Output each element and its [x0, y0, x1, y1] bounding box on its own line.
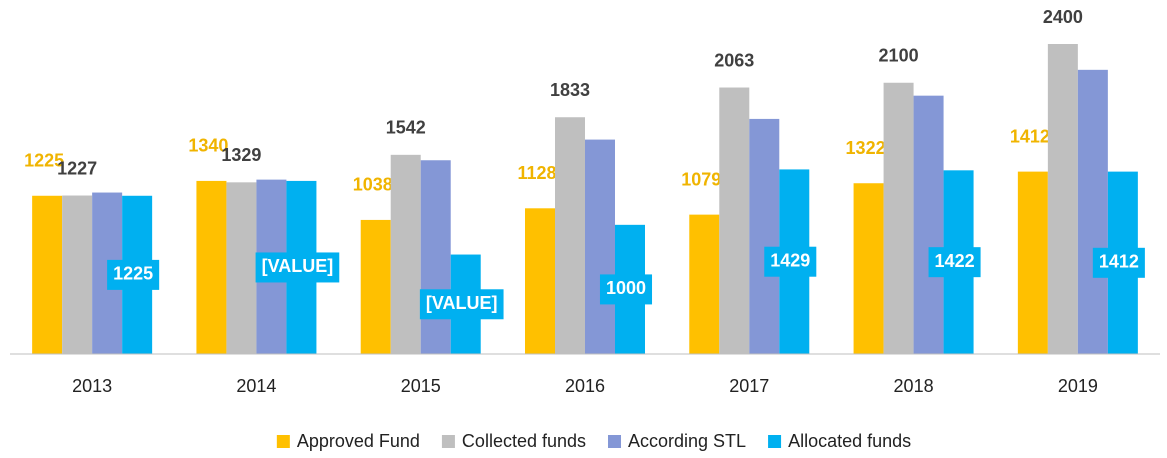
data-label: 1412: [1010, 126, 1050, 146]
legend-swatch: [441, 435, 455, 448]
data-label: [VALUE]: [426, 293, 498, 313]
legend-label: Allocated funds: [788, 431, 911, 451]
bar: [883, 82, 914, 354]
x-tick-label: 2019: [1058, 376, 1098, 396]
data-label: 1542: [386, 118, 426, 138]
bar: [1047, 44, 1078, 354]
data-label-box: [599, 274, 653, 305]
bar: [1017, 171, 1048, 354]
x-tick-label: 2013: [72, 376, 112, 396]
bar: [390, 154, 421, 354]
legend-swatch: [768, 435, 782, 448]
bar: [719, 87, 750, 354]
bar: [360, 219, 391, 354]
data-label: 1833: [550, 80, 590, 100]
data-label-box: [107, 259, 160, 290]
bar: [32, 195, 63, 354]
data-label: 1429: [770, 250, 810, 270]
data-label: 1038: [353, 175, 393, 195]
data-label: [VALUE]: [262, 256, 334, 276]
bar: [62, 195, 93, 354]
data-label-box: [928, 247, 981, 278]
data-label-box: [1092, 247, 1145, 278]
bar: [853, 183, 884, 354]
bar: [1077, 69, 1108, 354]
data-label: 1225: [113, 264, 153, 284]
bar: [585, 139, 615, 354]
legend-label: According STL: [628, 431, 746, 451]
x-tick-label: 2015: [401, 376, 441, 396]
bar: [689, 214, 720, 354]
data-label-box: [764, 246, 817, 277]
data-label: 2400: [1043, 7, 1083, 27]
bar: [913, 95, 944, 355]
bar: [525, 208, 555, 354]
data-label: 2100: [879, 46, 919, 66]
bar: [226, 182, 257, 354]
bar: [420, 160, 451, 354]
legend: Approved Fund Collected funds According ST…: [276, 431, 911, 451]
data-label: 1225: [24, 151, 64, 171]
data-label: 1079: [681, 169, 721, 189]
x-tick-label: 2018: [894, 376, 934, 396]
data-label: 1000: [606, 278, 646, 298]
legend-label: Approved Fund: [297, 431, 420, 451]
bar: [196, 180, 227, 354]
data-label: 1227: [57, 158, 97, 178]
legend-swatch: [608, 435, 622, 448]
data-label-box: [419, 289, 504, 320]
x-tick-label: 2017: [729, 376, 769, 396]
data-label: 1329: [221, 145, 261, 165]
legend-swatch: [276, 435, 290, 448]
data-label: 2063: [714, 50, 754, 70]
bar: [749, 118, 780, 355]
data-label: 1412: [1099, 252, 1139, 272]
data-label: 1322: [846, 138, 886, 158]
bar: [555, 117, 585, 354]
legend-label: Collected funds: [462, 431, 586, 451]
data-label-box: [255, 252, 340, 283]
x-tick-label: 2016: [565, 376, 605, 396]
data-label: 1422: [935, 251, 975, 271]
x-tick-label: 2014: [236, 376, 276, 396]
data-label: 1340: [188, 136, 228, 156]
data-label: 1128: [517, 163, 556, 183]
